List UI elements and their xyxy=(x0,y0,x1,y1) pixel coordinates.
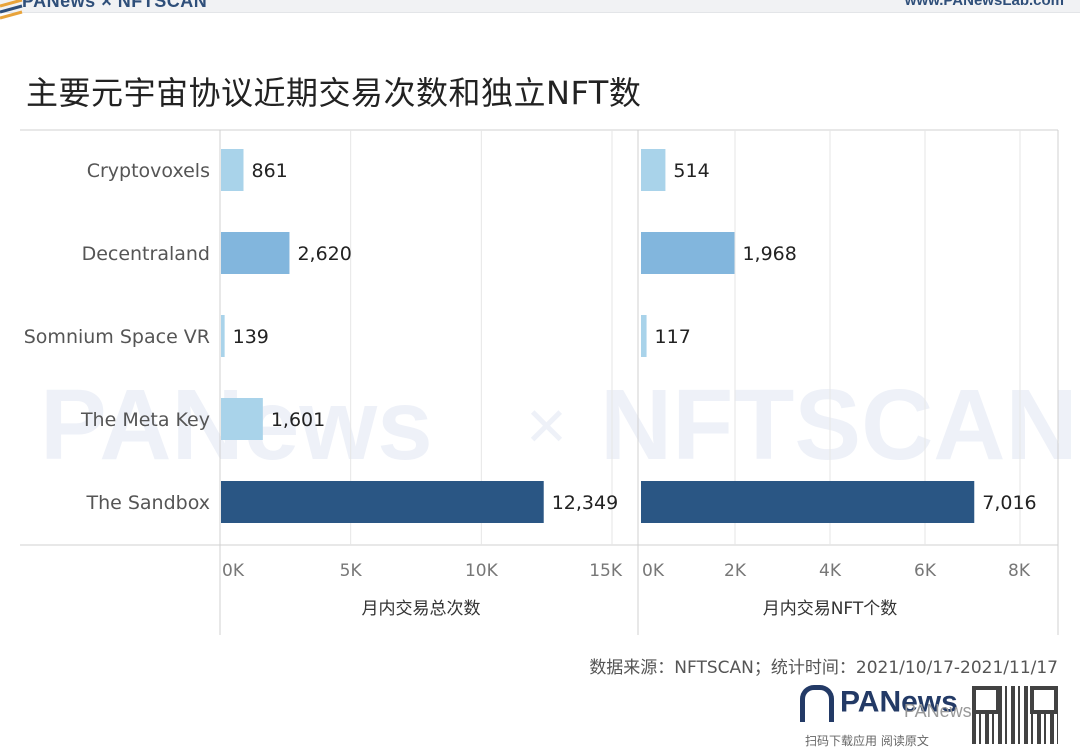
data-label: 7,016 xyxy=(982,492,1036,514)
watermark-cross: × xyxy=(526,386,567,464)
data-label: 514 xyxy=(673,160,709,182)
qr-code-icon xyxy=(972,686,1058,744)
tick-label: 8K xyxy=(1008,561,1031,581)
category-label: Decentraland xyxy=(82,243,210,265)
axis-title: 月内交易总次数 xyxy=(362,599,481,619)
tick-label: 0K xyxy=(642,561,665,581)
bar xyxy=(641,232,735,274)
category-label: Cryptovoxels xyxy=(87,160,210,182)
header-brand: PANews × NFTSCAN xyxy=(22,0,208,11)
bar xyxy=(641,315,647,357)
bar xyxy=(221,232,290,274)
bar xyxy=(221,315,225,357)
bar-chart: Cryptovoxels Decentraland Somnium Space VR… xyxy=(20,129,1059,635)
chart-title: 主要元宇宙协议近期交易次数和独立NFT数 xyxy=(26,74,642,112)
bar xyxy=(221,481,544,523)
tick-label: 4K xyxy=(819,561,842,581)
tick-label: 5K xyxy=(340,561,363,581)
panews-logo-icon xyxy=(800,685,834,722)
tick-label: 10K xyxy=(465,561,499,581)
data-label: 2,620 xyxy=(297,243,351,265)
tick-label: 6K xyxy=(914,561,937,581)
tick-label: 0K xyxy=(222,561,245,581)
category-label: Somnium Space VR xyxy=(24,326,210,348)
data-label: 139 xyxy=(233,326,269,348)
data-label: 117 xyxy=(655,326,691,348)
bar xyxy=(641,149,666,191)
footer-caption: 扫码下载应用 阅读原文 xyxy=(805,734,929,748)
bar xyxy=(641,481,975,523)
bar xyxy=(221,398,263,440)
data-label: 12,349 xyxy=(552,492,618,514)
footer-logo-text: PANews xyxy=(840,685,958,719)
wechat-watermark: PANews xyxy=(904,701,972,721)
brand-stripes-icon xyxy=(0,0,23,20)
footer-logo: PANews PANews xyxy=(800,685,972,725)
top-banner: PANews × NFTSCAN www.PANewsLab.com xyxy=(0,0,1080,13)
data-source: 数据来源：NFTSCAN；统计时间：2021/10/17-2021/11/17 xyxy=(589,658,1058,678)
category-label: The Meta Key xyxy=(80,409,210,431)
tick-label: 15K xyxy=(589,561,623,581)
header-url: www.PANewsLab.com xyxy=(904,0,1064,9)
data-label: 1,968 xyxy=(742,243,796,265)
data-label: 1,601 xyxy=(271,409,325,431)
category-label: The Sandbox xyxy=(85,492,210,514)
data-label: 861 xyxy=(252,160,288,182)
tick-label: 2K xyxy=(724,561,747,581)
bar xyxy=(221,149,244,191)
watermark-right: NFTSCAN xyxy=(600,369,1078,481)
axis-title: 月内交易NFT个数 xyxy=(763,599,898,619)
